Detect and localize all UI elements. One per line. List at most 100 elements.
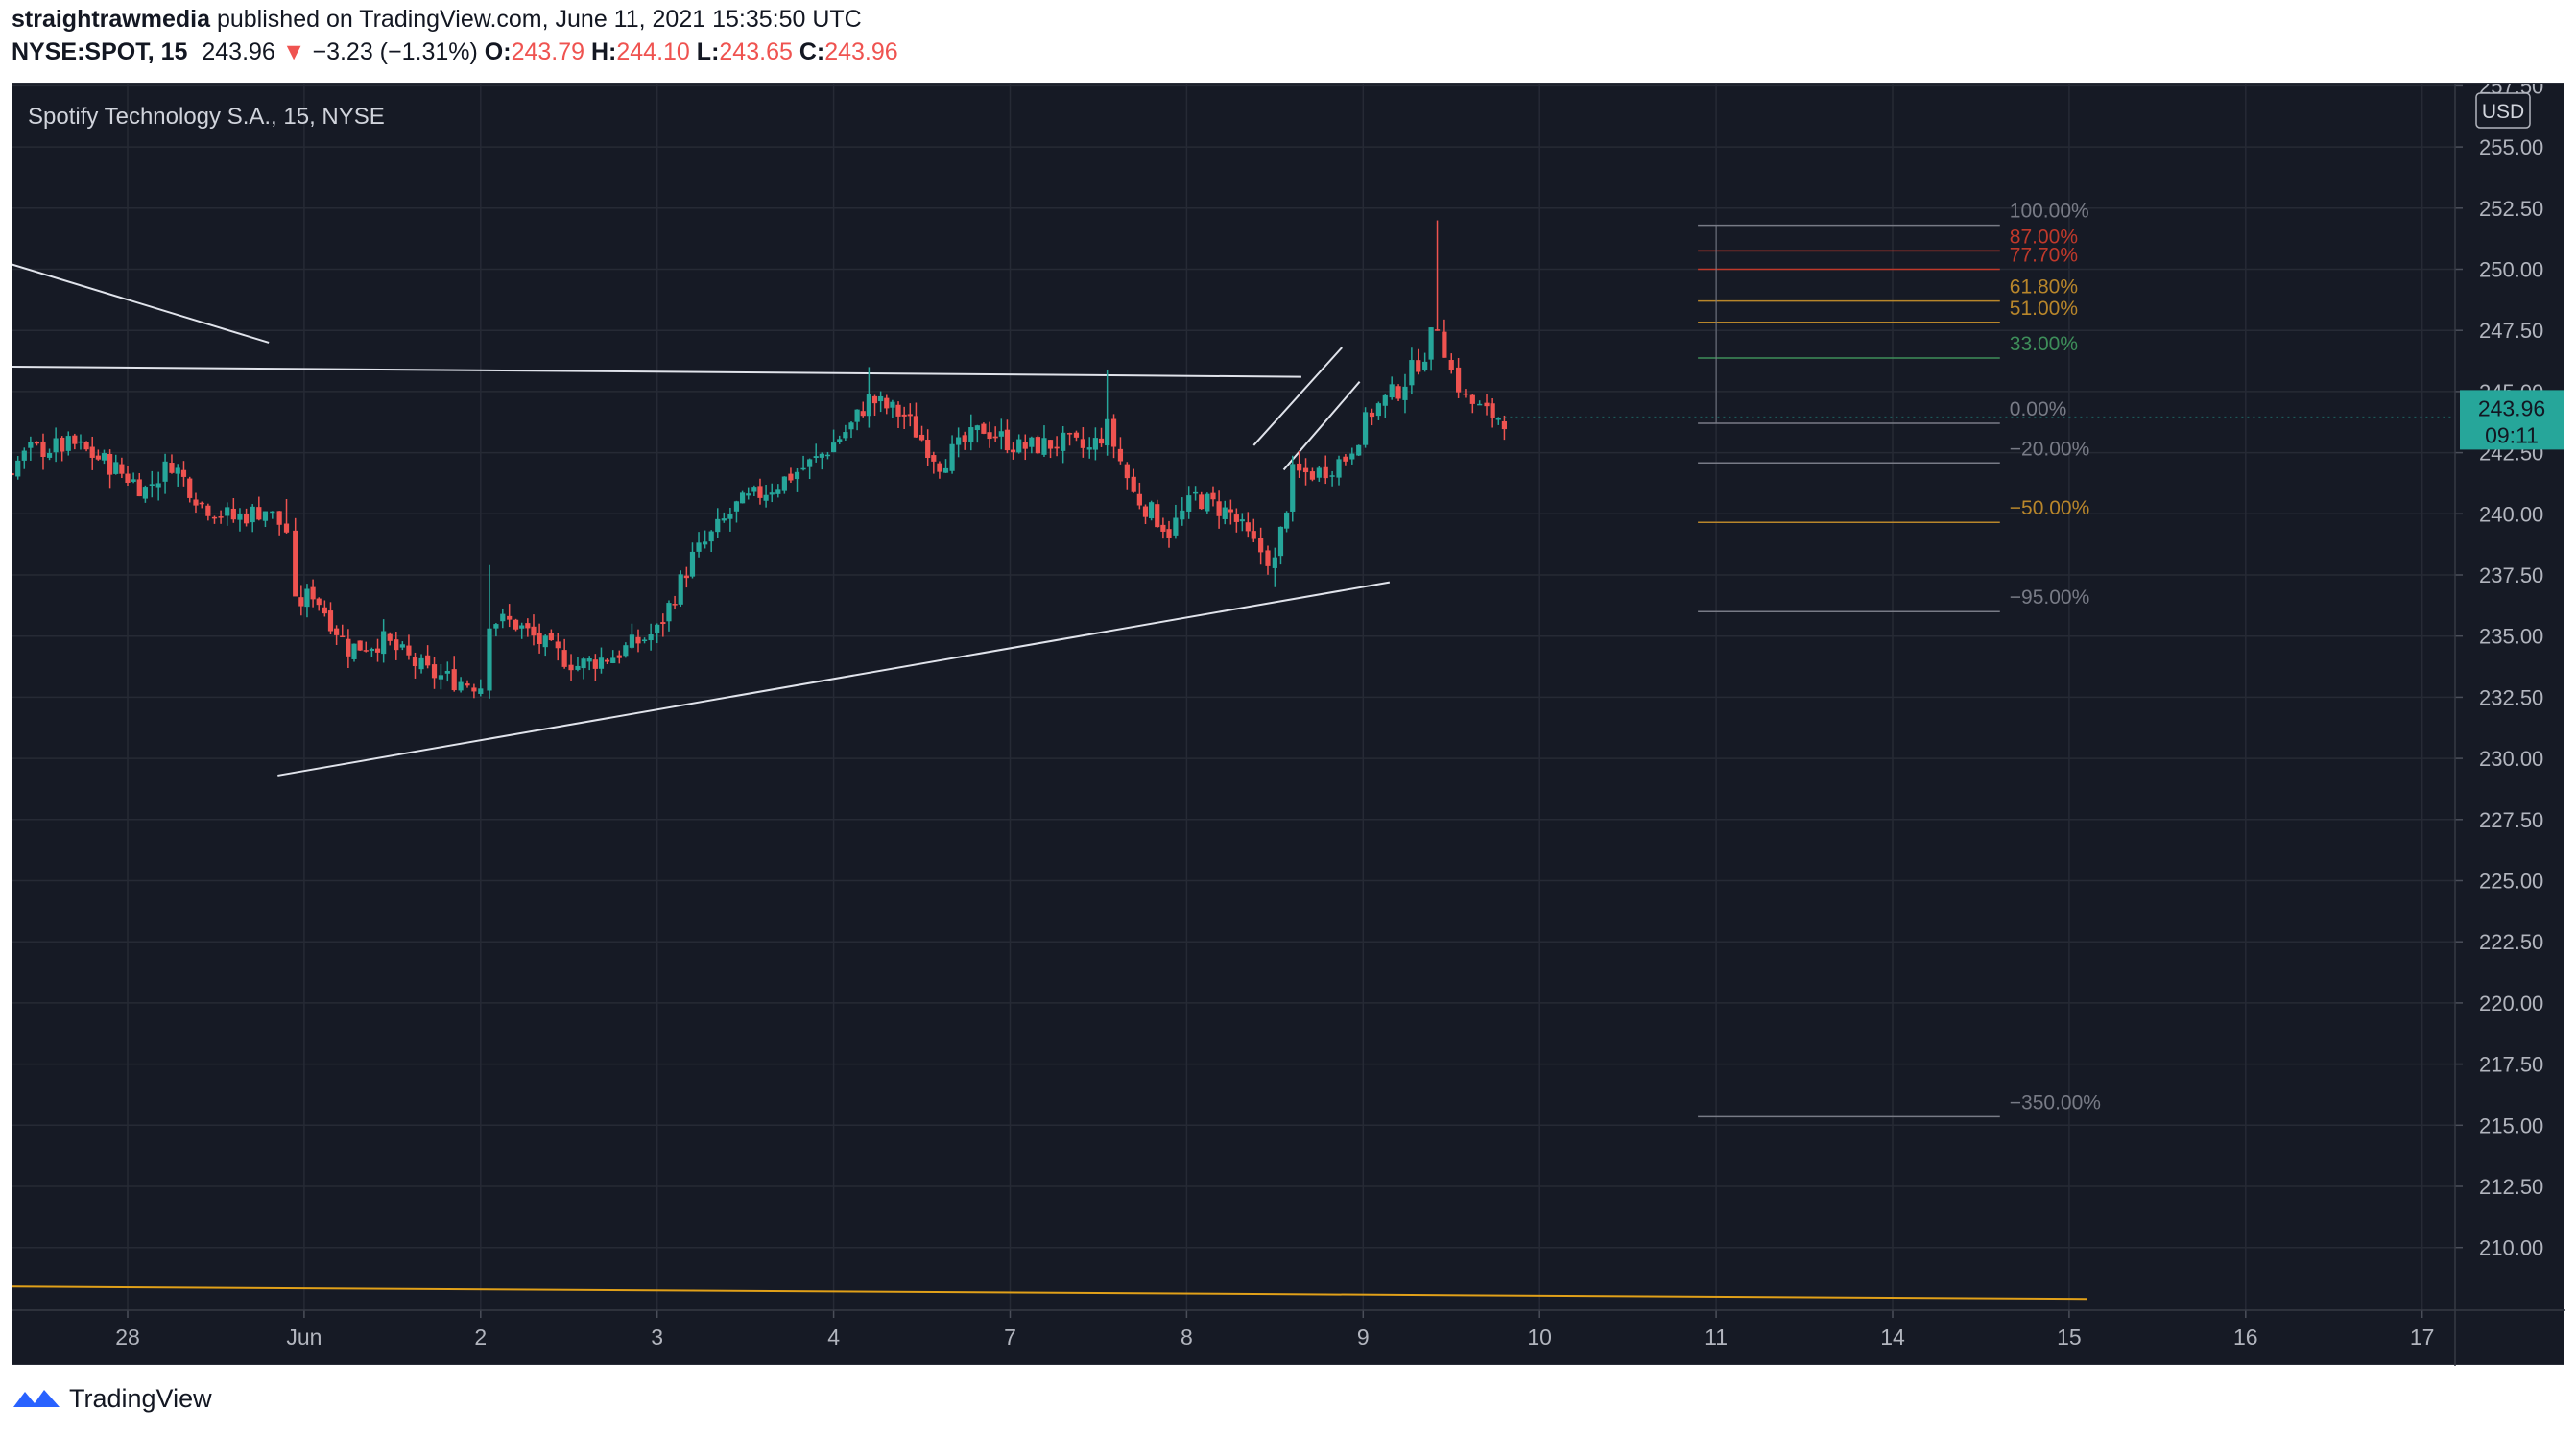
candle-down (1047, 440, 1054, 459)
chart-canvas[interactable]: 100.00% 87.00%77.70% 61.80%51.00% 33.00% 0.0… (12, 84, 2565, 1366)
candle-up (78, 434, 83, 450)
candle-up (438, 663, 444, 690)
candle-body (46, 453, 53, 458)
candle-body (243, 514, 250, 524)
candle-body (746, 493, 751, 496)
y-tick-label: 210.00 (2479, 1236, 2543, 1260)
candle-body (1029, 437, 1035, 447)
brand-name[interactable]: TradingView (69, 1383, 212, 1413)
symbol-info: NYSE:SPOT, 15 243.96 ▼ −3.23 (−1.31%) O:… (12, 38, 898, 66)
candle-down (635, 629, 641, 653)
candle-body (937, 463, 942, 472)
candle-down (757, 478, 763, 505)
candle-body (703, 541, 708, 545)
candle-down (913, 402, 919, 438)
candle-body (175, 467, 180, 474)
y-tick-label: 240.00 (2479, 502, 2543, 526)
currency-button[interactable]: USD (2475, 92, 2531, 129)
candle-down (327, 602, 334, 634)
candle-body (913, 416, 919, 438)
candle-down (1131, 468, 1136, 493)
candle-down (1136, 482, 1142, 510)
candle-body (1061, 432, 1066, 451)
candle-body (34, 442, 40, 444)
candle-down (1035, 435, 1040, 455)
candle-body (412, 657, 418, 667)
candle-body (1265, 550, 1271, 566)
candle-up (237, 508, 243, 532)
candle-body (205, 505, 211, 516)
candle-body (211, 516, 218, 519)
candle-body (1422, 361, 1428, 370)
candle-body (561, 650, 567, 667)
x-tick-label: 28 (115, 1325, 140, 1350)
candle-body (635, 636, 641, 644)
candle-up (831, 429, 837, 453)
fib-level-label: −20.00% (2010, 438, 2090, 460)
author-name[interactable]: straightrawmedia (12, 6, 211, 33)
candle-body (225, 507, 230, 516)
candle-up (487, 564, 492, 699)
candle-up (890, 399, 895, 418)
candle-body (107, 453, 113, 475)
y-tick-label: 230.00 (2479, 747, 2543, 771)
candle-down (871, 394, 878, 417)
candle-body (586, 657, 592, 662)
candle-body (1409, 360, 1415, 386)
candle-down (604, 657, 610, 665)
candle-down (1216, 490, 1222, 529)
candle-body (1166, 529, 1172, 538)
candle-up (542, 633, 548, 657)
candle-up (101, 449, 107, 465)
candle-body (604, 659, 610, 662)
candle-body (1142, 506, 1149, 517)
candle-up (175, 464, 180, 487)
candle-down (1142, 504, 1149, 525)
candle-down (211, 515, 218, 524)
chart-frame[interactable]: 100.00% 87.00% 77.70% 61.80% 51.00% 33.00% 0.0… (12, 83, 2565, 1366)
high-value: 244.10 (616, 38, 690, 65)
candle-body (757, 486, 763, 498)
candle-down (119, 457, 125, 479)
candle-body (1035, 437, 1040, 454)
candle-up (1272, 547, 1277, 587)
candle-down (616, 650, 622, 664)
open-value: 243.79 (511, 38, 585, 65)
candle-down (992, 426, 998, 442)
candle-body (733, 501, 740, 512)
candle-body (592, 659, 598, 669)
candle-up (848, 421, 854, 439)
candle-down (1010, 442, 1016, 460)
candle-down (340, 624, 346, 638)
candle-body (1066, 433, 1073, 435)
candle-body (346, 638, 351, 657)
symbol-label[interactable]: NYSE:SPOT, 15 (12, 38, 188, 65)
candle-body (431, 664, 438, 679)
candle-up (1186, 486, 1192, 519)
candle-up (968, 414, 974, 451)
candle-up (1495, 417, 1501, 425)
candle-body (1105, 418, 1110, 446)
candle-body (357, 640, 363, 651)
candle-down (1501, 415, 1508, 441)
candle-body (1463, 393, 1468, 395)
candle-body (465, 683, 470, 686)
candle-body (1192, 491, 1199, 494)
candle-down (243, 508, 250, 527)
x-tick-label: 15 (2057, 1325, 2082, 1350)
candle-body (83, 442, 89, 450)
candle-body (1490, 403, 1495, 418)
candle-body (40, 441, 46, 457)
candle-body (438, 675, 444, 680)
candle-body (1382, 394, 1388, 406)
candle-body (878, 395, 884, 402)
candle-body (1336, 459, 1342, 478)
candle-down (136, 473, 142, 497)
candle-body (813, 456, 819, 459)
candle-body (860, 411, 866, 417)
candle-body (1228, 509, 1233, 513)
candle-body (610, 657, 616, 663)
candle-up (733, 500, 740, 523)
candle-body (751, 487, 757, 492)
candle-down (180, 461, 187, 487)
